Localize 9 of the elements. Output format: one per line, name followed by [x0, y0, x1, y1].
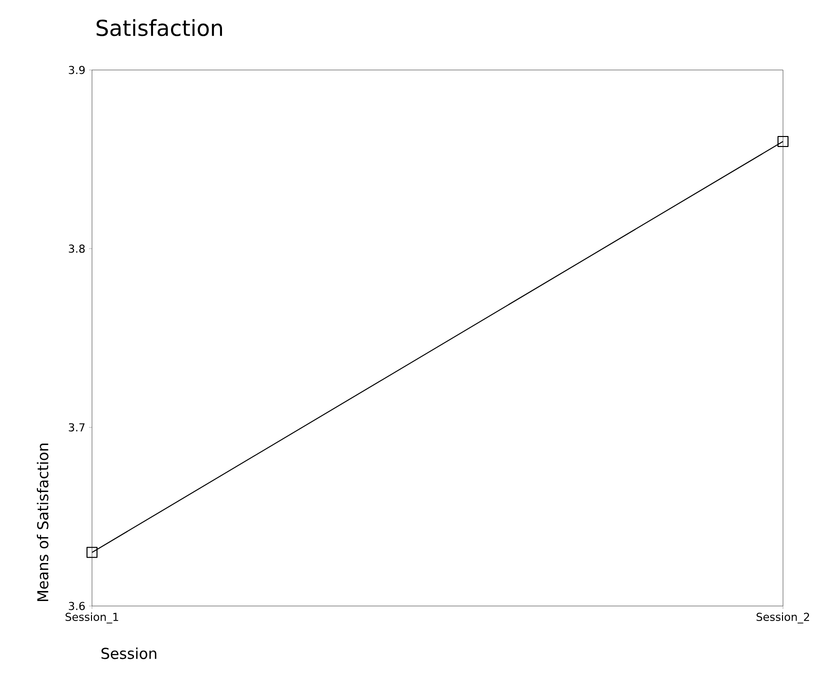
x-axis-title: Session — [102, 648, 156, 660]
y-tick-label: 3.7 — [68, 423, 85, 432]
y-tick-label: 3.8 — [68, 244, 85, 253]
x-tick-label: Session_1 — [66, 612, 118, 624]
chart-title: Satisfaction — [96, 19, 222, 36]
y-axis-title: Means of Satisfaction — [36, 444, 48, 602]
x-tick-label: Session_2 — [756, 612, 810, 624]
y-tick-label: 3.6 — [68, 602, 85, 610]
y-tick-label: 3.9 — [68, 66, 85, 74]
